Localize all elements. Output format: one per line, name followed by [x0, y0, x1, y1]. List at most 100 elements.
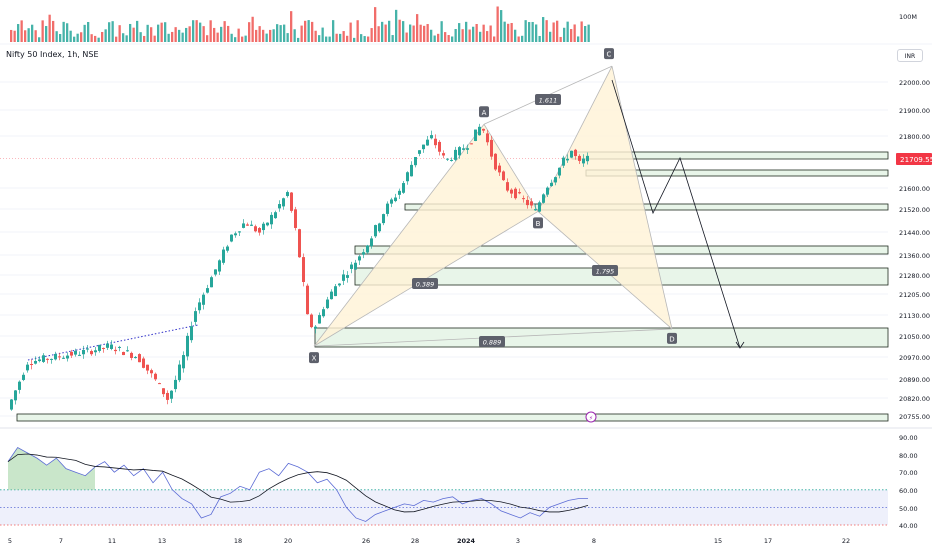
candle-body — [214, 269, 217, 275]
candle-body — [230, 234, 233, 242]
pattern-point-label: B — [536, 220, 541, 228]
candle-body — [154, 373, 157, 380]
pattern-point-label: X — [312, 355, 317, 363]
volume-bar — [398, 19, 401, 42]
rsi-tick-label: 50.00 — [899, 505, 918, 513]
candle-body — [62, 357, 65, 359]
pattern-point-badge — [479, 106, 489, 118]
volume-bar — [409, 24, 412, 42]
candle-body — [402, 183, 405, 193]
volume-bar — [139, 32, 142, 42]
volume-bar — [69, 30, 72, 42]
volume-bar — [493, 36, 496, 42]
candle-body — [170, 390, 173, 399]
volume-bar — [419, 24, 422, 42]
volume-bar — [342, 31, 345, 42]
volume-bar — [45, 26, 48, 42]
candle-body — [574, 149, 577, 157]
candle-body — [434, 138, 437, 146]
volume-bar — [101, 31, 104, 42]
candle-body — [350, 264, 353, 269]
volume-bar — [500, 10, 503, 42]
volume-bar — [517, 36, 520, 42]
candle-body — [22, 374, 25, 380]
candle-body — [86, 348, 89, 350]
volume-bar — [62, 21, 65, 42]
symbol-label[interactable]: Nifty 50 Index, 1h, NSE — [6, 50, 99, 59]
candle-body — [582, 158, 585, 164]
volume-bar — [472, 26, 475, 42]
pattern-leg — [537, 65, 613, 212]
volume-bar — [503, 21, 506, 42]
volume-bar — [129, 23, 132, 42]
volume-bar — [395, 9, 398, 42]
candle-body — [46, 358, 49, 360]
volume-bar — [339, 33, 342, 42]
volume-bar — [262, 29, 265, 42]
candle-body — [114, 349, 117, 352]
pattern-leg — [611, 66, 673, 330]
candle-body — [134, 357, 137, 359]
volume-bar — [164, 22, 167, 42]
candle-body — [250, 224, 253, 226]
candle-body — [354, 262, 357, 270]
volume-bar — [318, 35, 321, 42]
candle-body — [82, 349, 85, 355]
time-tick-label: 15 — [714, 537, 722, 545]
candle-body — [462, 148, 465, 150]
volume-bar — [143, 35, 146, 42]
volume-bar — [370, 28, 373, 42]
volume-bar — [402, 21, 405, 42]
volume-bar — [55, 31, 58, 42]
volume-bar — [465, 21, 468, 42]
candle-body — [150, 370, 153, 374]
candle-body — [378, 223, 381, 232]
rsi-moving-average — [7, 453, 589, 513]
candle-body — [198, 302, 201, 311]
currency-button[interactable]: INR — [897, 49, 923, 62]
volume-bar — [475, 24, 478, 42]
volume-bar — [521, 35, 524, 42]
volume-bar — [216, 32, 219, 42]
price-zone — [16, 413, 889, 422]
candle-body — [294, 209, 297, 228]
price-tick-label: 21900.00 — [899, 107, 930, 115]
price-tick-label: 20890.00 — [899, 376, 930, 384]
volume-bar — [514, 29, 517, 42]
price-tick-label: 21800.00 — [899, 133, 930, 141]
volume-bar — [125, 35, 128, 42]
volume-pane — [10, 6, 590, 43]
volume-bar — [507, 23, 510, 42]
candle-body — [414, 157, 417, 166]
volume-bar — [27, 28, 30, 42]
pattern-point-badge — [667, 332, 677, 344]
volume-bar — [524, 20, 527, 42]
ratio-badge — [479, 336, 505, 347]
volume-bar — [59, 34, 62, 42]
price-tick-label: 20755.00 — [899, 413, 930, 421]
rsi-tick-label: 70.00 — [899, 469, 918, 477]
candle-body — [74, 350, 77, 355]
time-tick-label: 7 — [59, 537, 63, 545]
candle-body — [194, 311, 197, 322]
volume-bar — [286, 33, 289, 42]
candle-body — [478, 126, 481, 136]
volume-bar — [206, 35, 209, 42]
volume-bar — [356, 20, 359, 42]
candle-body — [438, 141, 441, 152]
candle-body — [470, 143, 473, 145]
volume-bar — [178, 29, 181, 42]
event-marker-icon — [585, 411, 597, 423]
volume-bar — [10, 29, 13, 42]
volume-bar — [381, 21, 384, 42]
price-tick-label: 20970.00 — [899, 354, 930, 362]
price-zone — [314, 327, 889, 348]
volume-bar — [34, 30, 37, 42]
volume-bar — [269, 29, 272, 42]
ratio-label: 0.389 — [416, 281, 435, 289]
candle-body — [558, 167, 561, 176]
candle-body — [482, 128, 485, 131]
volume-bar — [559, 36, 562, 42]
candle-body — [566, 158, 569, 161]
volume-bar — [279, 25, 282, 42]
